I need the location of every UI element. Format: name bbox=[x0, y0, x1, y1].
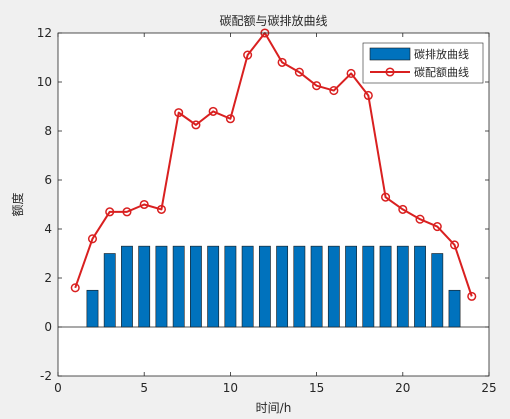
y-tick-label: 2 bbox=[44, 271, 52, 285]
legend-line-marker bbox=[385, 67, 395, 77]
quota-point-4 bbox=[122, 207, 132, 217]
bar-2 bbox=[86, 289, 99, 328]
quota-point-17 bbox=[346, 68, 356, 78]
bar-series bbox=[86, 245, 461, 328]
quota-point-10 bbox=[225, 114, 235, 124]
bar-8 bbox=[190, 245, 202, 328]
quota-point-1 bbox=[70, 283, 80, 293]
legend-bar-swatch bbox=[369, 47, 411, 61]
quota-point-23 bbox=[449, 240, 460, 250]
quota-point-3 bbox=[105, 207, 115, 217]
x-tick-label: 10 bbox=[223, 381, 238, 395]
bar-21 bbox=[414, 245, 426, 328]
bar-14 bbox=[293, 245, 306, 328]
quota-point-15 bbox=[312, 81, 322, 91]
x-tick-label: 5 bbox=[140, 381, 148, 395]
quota-point-6 bbox=[156, 204, 166, 214]
quota-point-21 bbox=[415, 214, 425, 224]
quota-point-2 bbox=[87, 234, 98, 244]
bar-23 bbox=[448, 289, 461, 328]
legend-label-quota: 碳配额曲线 bbox=[414, 65, 469, 79]
bar-17 bbox=[345, 245, 357, 328]
bar-4 bbox=[121, 245, 133, 328]
quota-point-5 bbox=[139, 199, 149, 210]
line-series bbox=[70, 28, 477, 301]
x-axis-label: 时间/h bbox=[256, 401, 292, 415]
bar-16 bbox=[327, 245, 340, 328]
axes-box bbox=[57, 32, 490, 377]
quota-point-18 bbox=[363, 90, 373, 101]
quota-point-8 bbox=[191, 120, 201, 130]
y-tick-label: -2 bbox=[40, 369, 52, 383]
bar-19 bbox=[379, 245, 392, 328]
y-axis-label: 额度 bbox=[10, 192, 25, 216]
quota-point-20 bbox=[398, 204, 408, 214]
bar-6 bbox=[155, 245, 168, 328]
bar-7 bbox=[172, 245, 185, 328]
bar-15 bbox=[310, 245, 323, 328]
y-tick-label: 6 bbox=[44, 173, 52, 187]
quota-point-19 bbox=[381, 192, 391, 202]
bar-18 bbox=[362, 245, 375, 328]
chart-title: 碳配额与碳排放曲线 bbox=[219, 13, 327, 28]
quota-point-9 bbox=[208, 106, 218, 116]
y-tick-label: 0 bbox=[44, 320, 52, 334]
quota-point-22 bbox=[432, 222, 442, 232]
y-tick-label: 12 bbox=[37, 26, 52, 40]
x-tick-label: 25 bbox=[481, 381, 496, 395]
quota-point-11 bbox=[243, 50, 253, 60]
legend: 碳排放曲线 碳配额曲线 bbox=[362, 42, 484, 84]
quota-point-7 bbox=[174, 108, 184, 118]
y-tick-label: 8 bbox=[44, 124, 52, 138]
quota-point-14 bbox=[294, 67, 304, 77]
bar-10 bbox=[224, 245, 237, 328]
y-tick-label: 4 bbox=[44, 222, 52, 236]
y-axis: -2 0 2 4 6 8 10 12 bbox=[37, 26, 489, 383]
x-tick-label: 15 bbox=[309, 381, 324, 395]
quota-point-16 bbox=[329, 86, 339, 96]
quota-point-24 bbox=[467, 291, 477, 301]
bar-3 bbox=[103, 253, 116, 328]
bar-13 bbox=[276, 245, 289, 328]
x-tick-label: 0 bbox=[54, 381, 62, 395]
bar-12 bbox=[258, 245, 271, 328]
x-tick-label: 20 bbox=[395, 381, 410, 395]
bar-20 bbox=[396, 245, 409, 328]
bar-9 bbox=[207, 245, 220, 328]
bar-22 bbox=[431, 253, 444, 328]
x-axis: 0 5 10 15 20 25 bbox=[54, 33, 497, 395]
legend-label-emission: 碳排放曲线 bbox=[414, 47, 469, 61]
bar-11 bbox=[241, 245, 254, 328]
y-tick-label: 10 bbox=[37, 75, 52, 89]
bar-5 bbox=[138, 245, 151, 328]
quota-point-13 bbox=[277, 57, 287, 67]
